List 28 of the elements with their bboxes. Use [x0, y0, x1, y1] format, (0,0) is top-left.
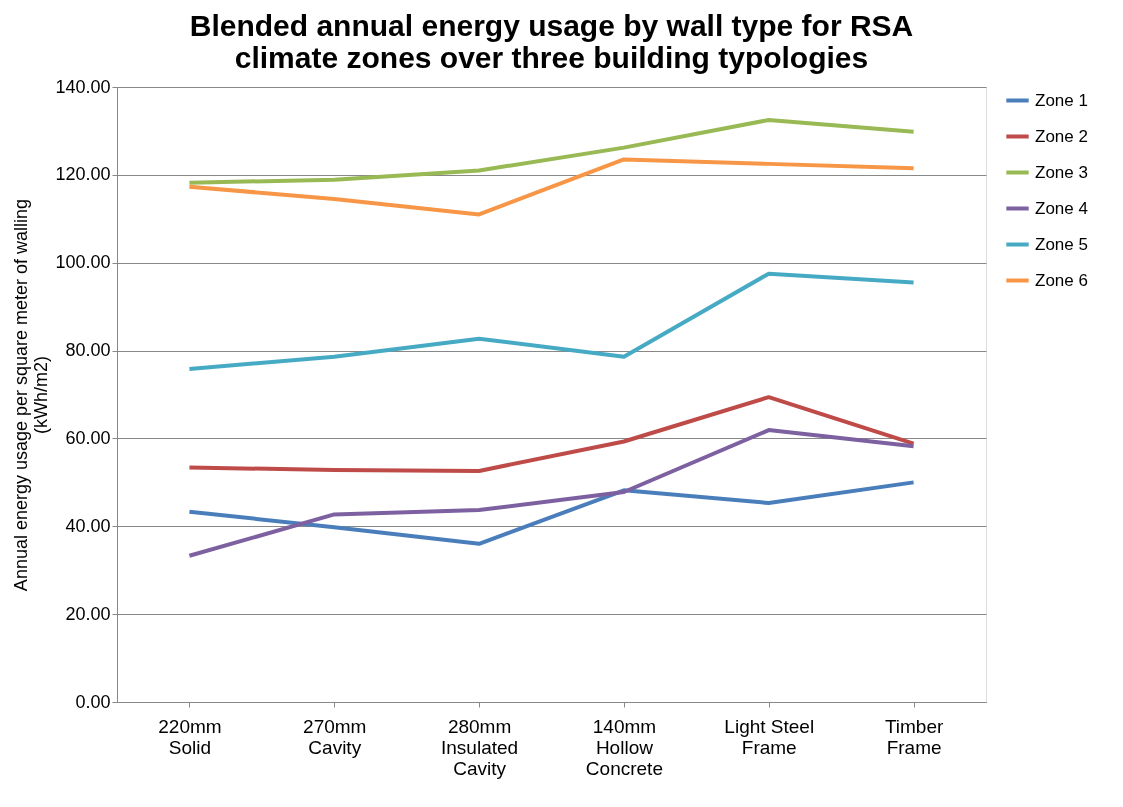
y-tick-label: 60.00: [65, 427, 111, 448]
y-tick-label: 100.00: [55, 252, 111, 273]
legend-label: Zone 2: [1035, 126, 1088, 146]
x-tick-label: 140mm Hollow Concrete: [585, 715, 663, 779]
legend-label: Zone 5: [1035, 234, 1088, 254]
y-tick-label: 120.00: [55, 164, 111, 185]
legend-label: Zone 6: [1035, 270, 1088, 290]
x-tick-label: Timber Frame: [884, 715, 944, 758]
line-series: [187, 428, 916, 558]
y-tick-label: 140.00: [55, 76, 111, 97]
y-tick-label: 20.00: [65, 603, 111, 624]
y-tick-label: 0.00: [75, 691, 111, 712]
y-tick-label: 40.00: [65, 515, 111, 536]
x-tick-label: Light Steel Frame: [724, 715, 815, 758]
line-series: [187, 480, 916, 546]
y-tick-label: 80.00: [65, 340, 111, 361]
legend-label: Zone 4: [1035, 198, 1088, 218]
line-series: [187, 117, 916, 185]
line-series: [187, 271, 916, 372]
legend-label: Zone 3: [1035, 162, 1088, 182]
chart-title: Blended annual energy usage by wall type for RSA climate zones over three building typologies: [189, 9, 914, 74]
line-series: [187, 395, 916, 473]
legend-label: Zone 1: [1035, 90, 1088, 110]
line-series: [187, 157, 916, 217]
x-tick-label: 270mm Cavity: [303, 715, 367, 758]
x-tick-label: 280mm Insulated Cavity: [441, 715, 519, 779]
y-axis-title: Annual energy usage per square meter of walling (kWh/m2): [11, 198, 52, 592]
x-tick-label: 220mm Solid: [158, 715, 222, 758]
